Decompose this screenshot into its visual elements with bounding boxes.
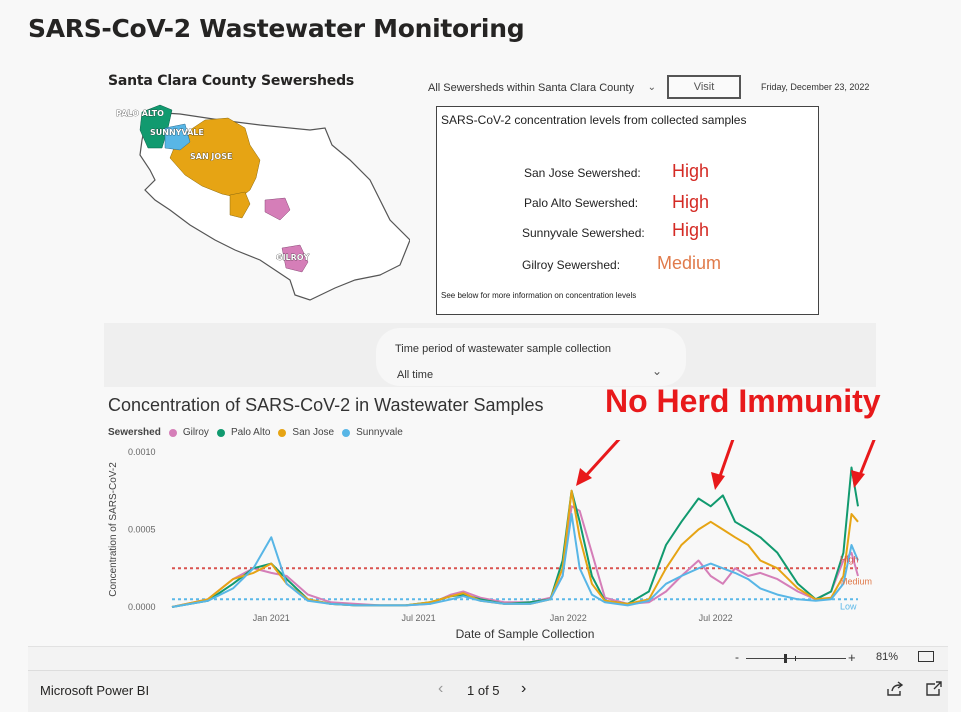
annotation-arrow-2 bbox=[716, 440, 735, 483]
level-value-gilroy: Medium bbox=[657, 253, 722, 273]
map-label-sunnyvale: SUNNYVALE bbox=[150, 128, 204, 137]
sewershed-dropdown[interactable]: All Sewersheds within Santa Clara County… bbox=[424, 78, 660, 100]
map-label-san-jose: SAN JOSE bbox=[190, 152, 232, 161]
morgan-hill-region bbox=[264, 197, 291, 221]
levels-note: See below for more information on concen… bbox=[441, 291, 637, 300]
sunnyvale-region bbox=[164, 123, 191, 151]
x-tick-label: Jul 2021 bbox=[402, 613, 436, 623]
next-page-button[interactable]: › bbox=[521, 680, 527, 697]
zoom-slider-tick bbox=[795, 656, 796, 661]
x-axis-label: Date of Sample Collection bbox=[456, 627, 595, 641]
level-name-palo-alto: Palo Alto Sewershed: bbox=[524, 196, 639, 210]
y-axis-label: Concentration of SARS-CoV-2 bbox=[108, 462, 119, 597]
legend-dot-palo-alto bbox=[216, 428, 225, 437]
y-tick-label: 0.0005 bbox=[128, 525, 156, 535]
x-tick-label: Jul 2022 bbox=[699, 613, 733, 623]
zoom-out-button[interactable]: - bbox=[735, 650, 739, 664]
map-label-gilroy: GILROY bbox=[276, 253, 309, 262]
san-jose-region bbox=[169, 117, 261, 199]
report-date: Friday, December 23, 2022 bbox=[761, 82, 870, 92]
page-title: SARS-CoV-2 Wastewater Monitoring bbox=[28, 14, 525, 43]
level-value-san-jose: High bbox=[672, 161, 710, 181]
zoom-slider-track[interactable] bbox=[746, 658, 846, 659]
legend-palo-alto[interactable]: Palo Alto bbox=[230, 427, 271, 438]
series-line-sunnyvale[interactable] bbox=[171, 513, 859, 608]
share-icon[interactable] bbox=[886, 681, 904, 697]
zoom-slider-thumb[interactable] bbox=[784, 654, 787, 663]
series-line-palo-alto[interactable] bbox=[171, 466, 859, 608]
visit-button[interactable]: Visit bbox=[667, 75, 741, 99]
map-title: Santa Clara County Sewersheds bbox=[108, 73, 355, 89]
x-tick-label: Jan 2022 bbox=[550, 613, 587, 623]
chevron-down-icon[interactable]: ⌄ bbox=[652, 364, 663, 378]
x-tick-label: Jan 2021 bbox=[253, 613, 290, 623]
annotation-arrow-1-head bbox=[576, 468, 592, 486]
level-name-san-jose: San Jose Sewershed: bbox=[524, 166, 641, 180]
chevron-down-icon: ⌄ bbox=[647, 82, 656, 93]
reference-label-medium: Medium bbox=[840, 577, 872, 587]
concentration-chart[interactable]: 0.0000 0.0005 0.0010 Concentration of SARS-… bbox=[0, 440, 961, 645]
legend-title: Sewershed bbox=[108, 427, 161, 438]
legend-dot-sunnyvale bbox=[342, 428, 351, 437]
series-line-gilroy[interactable] bbox=[171, 505, 859, 608]
annotation-arrow-1 bbox=[580, 440, 621, 482]
levels-title: SARS-CoV-2 concentration levels from col… bbox=[441, 113, 747, 127]
dropdown-value: All Sewersheds within Santa Clara County bbox=[428, 82, 635, 94]
level-name-sunnyvale: Sunnyvale Sewershed: bbox=[522, 226, 645, 240]
county-map-svg: PALO ALTO SUNNYVALE SAN JOSE GILROY bbox=[116, 104, 411, 301]
legend-gilroy[interactable]: Gilroy bbox=[182, 427, 209, 438]
annotation-arrow-2-head bbox=[711, 472, 725, 490]
y-tick-label: 0.0000 bbox=[128, 602, 156, 612]
powerbi-footer bbox=[28, 670, 948, 712]
chart-legend: Sewershed Gilroy Palo Alto San Jose Sunn… bbox=[108, 427, 403, 438]
gilroy-region bbox=[281, 244, 309, 273]
page-indicator: 1 of 5 bbox=[467, 683, 500, 698]
expand-icon[interactable] bbox=[925, 681, 943, 697]
level-value-sunnyvale: High bbox=[672, 220, 710, 240]
filter-label: Time period of wastewater sample collect… bbox=[395, 343, 612, 355]
time-period-filter[interactable] bbox=[376, 328, 686, 386]
chart-title: Concentration of SARS-CoV-2 in Wastewate… bbox=[108, 395, 544, 415]
annotation-text: No Herd Immunity bbox=[605, 383, 881, 419]
annotation-arrows bbox=[576, 440, 876, 490]
reference-label-low: Low bbox=[840, 601, 857, 611]
zoom-in-button[interactable]: + bbox=[848, 650, 856, 665]
legend-dot-gilroy bbox=[168, 428, 177, 437]
map-label-palo-alto: PALO ALTO bbox=[116, 109, 164, 118]
legend-sunnyvale[interactable]: Sunnyvale bbox=[356, 427, 403, 438]
filter-value[interactable]: All time bbox=[397, 369, 434, 381]
powerbi-brand-link[interactable]: Microsoft Power BI bbox=[40, 683, 150, 698]
previous-page-button[interactable]: ‹ bbox=[438, 680, 444, 697]
legend-dot-san-jose bbox=[278, 428, 287, 437]
chart-layer: 0.0000 0.0005 0.0010 Concentration of SARS-… bbox=[108, 447, 872, 641]
level-value-palo-alto: High bbox=[672, 192, 710, 212]
fit-to-page-icon[interactable] bbox=[918, 651, 934, 662]
y-tick-label: 0.0010 bbox=[128, 447, 156, 457]
level-name-gilroy: Gilroy Sewershed: bbox=[522, 258, 621, 272]
sewershed-map[interactable]: PALO ALTO SUNNYVALE SAN JOSE GILROY bbox=[110, 100, 411, 305]
reference-label-high: High bbox=[840, 554, 859, 564]
annotation-arrow-3-head bbox=[851, 470, 865, 488]
concentration-levels-card: SARS-CoV-2 concentration levels from col… bbox=[436, 106, 819, 315]
legend-san-jose[interactable]: San Jose bbox=[292, 427, 335, 438]
annotation-arrow-3 bbox=[856, 440, 876, 481]
san-jose-south-region bbox=[229, 191, 251, 219]
zoom-percentage: 81% bbox=[876, 651, 899, 663]
